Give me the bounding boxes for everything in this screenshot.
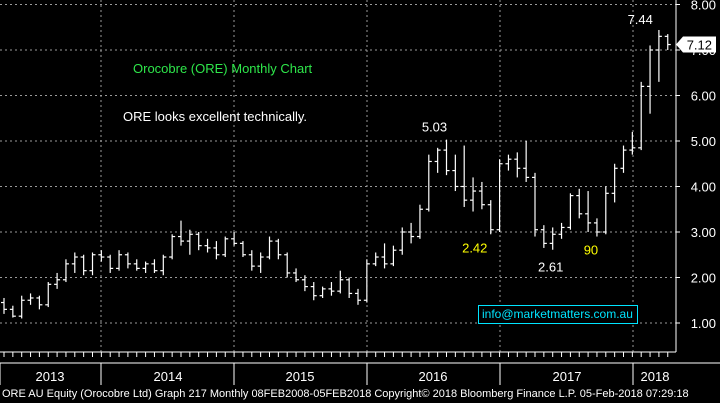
price-annotation: 2.61 bbox=[538, 260, 563, 275]
price-annotation: 7.44 bbox=[628, 12, 653, 27]
price-annotation: 5.03 bbox=[422, 120, 447, 135]
last-price-label: 7.12 bbox=[687, 38, 712, 53]
y-tick-label: 1.00 bbox=[691, 316, 716, 331]
price-annotation: 90 bbox=[584, 243, 598, 258]
y-tick-label: 4.00 bbox=[691, 180, 716, 195]
y-tick-label: 8.00 bbox=[691, 0, 716, 13]
year-label: 2017 bbox=[553, 369, 582, 384]
year-label: 2015 bbox=[286, 369, 315, 384]
footer-bar: ORE AU Equity (Orocobre Ltd) Graph 217 M… bbox=[0, 385, 720, 403]
chart-title: Orocobre (ORE) Monthly Chart bbox=[133, 61, 313, 76]
footer-text: ORE AU Equity (Orocobre Ltd) Graph 217 M… bbox=[2, 388, 689, 400]
year-label: 2014 bbox=[154, 369, 183, 384]
y-tick-label: 5.00 bbox=[691, 134, 716, 149]
chart-note: ORE looks excellent technically. bbox=[123, 109, 308, 124]
y-tick-label: 6.00 bbox=[691, 89, 716, 104]
year-label: 2013 bbox=[36, 369, 65, 384]
year-label: 2018 bbox=[641, 369, 670, 384]
year-label: 2016 bbox=[419, 369, 448, 384]
last-price-tag bbox=[676, 36, 716, 53]
y-tick-label: 2.00 bbox=[691, 271, 716, 286]
contact-email[interactable]: info@marketmatters.com.au bbox=[478, 305, 638, 324]
y-tick-label: 3.00 bbox=[691, 225, 716, 240]
price-annotation: 2.42 bbox=[462, 240, 487, 255]
